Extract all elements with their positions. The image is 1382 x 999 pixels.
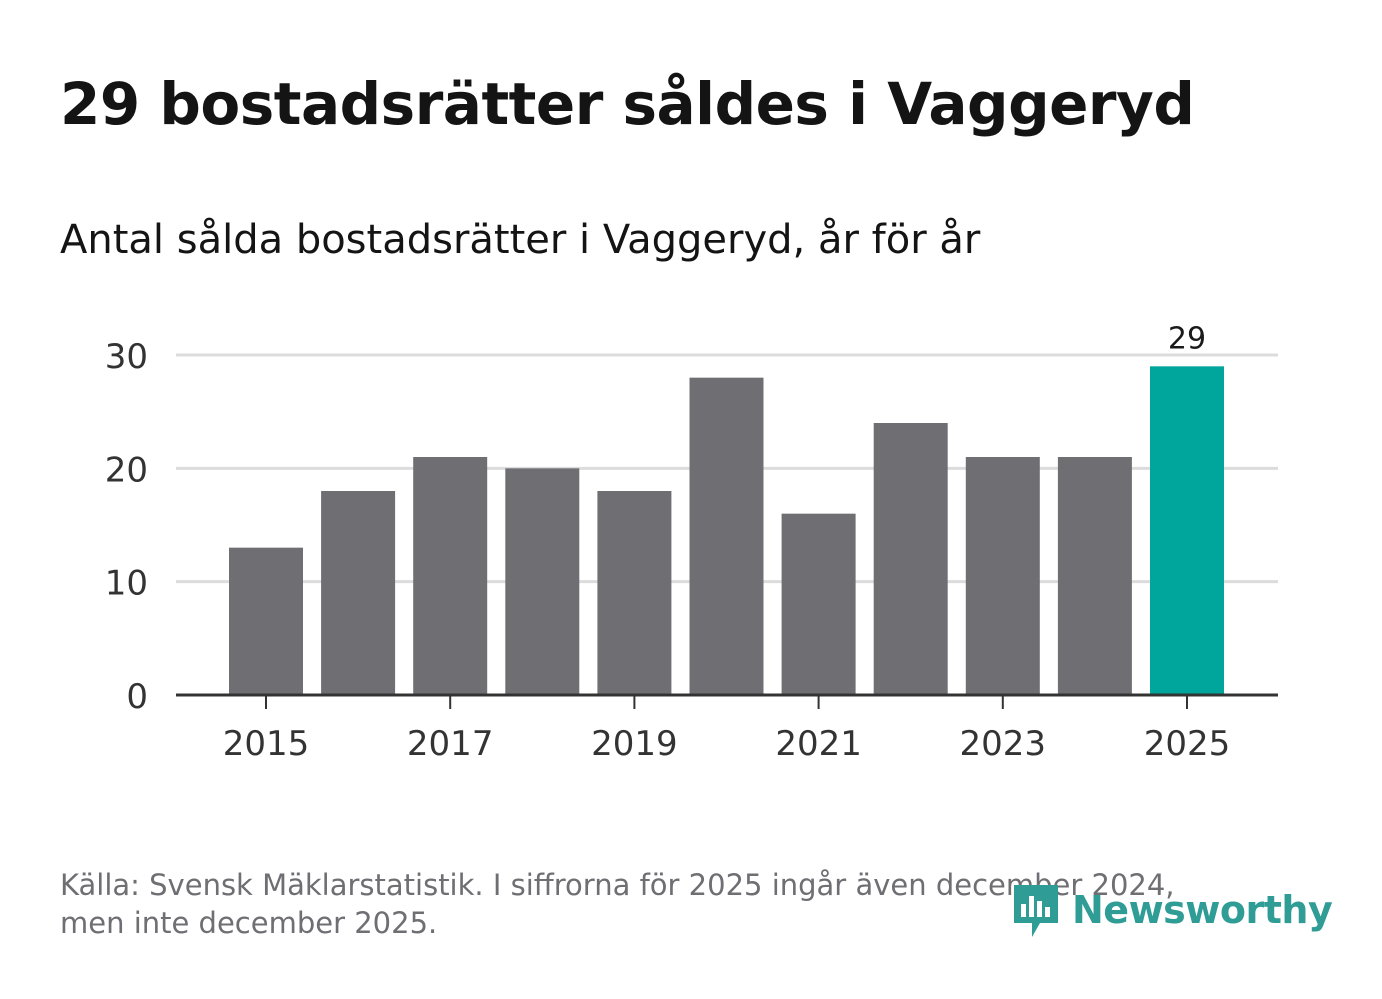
y-tick-label-10: 10: [105, 564, 148, 604]
brand-name: Newsworthy: [1072, 888, 1333, 932]
bar-2021: [781, 513, 856, 695]
x-tick-label-2019: 2019: [591, 724, 678, 764]
newsworthy-logo: Newsworthy: [1010, 878, 1333, 942]
x-tick-label-2015: 2015: [223, 724, 310, 764]
y-tick-label-0: 0: [126, 677, 148, 717]
bar-chart: 0 10 20 30 2015 2017 2019 2021 2023 2025 29: [105, 321, 1278, 764]
bar-2020: [689, 377, 764, 695]
x-tick-label-2023: 2023: [960, 724, 1047, 764]
newsworthy-bar-chart-icon: [1014, 885, 1058, 937]
bar-2024: [1057, 457, 1132, 695]
source-note: Källa: Svensk Mäklarstatistik. I siffror…: [60, 866, 1260, 942]
x-axis: [176, 693, 1278, 709]
chart-title: 29 bostadsrätter såldes i Vaggeryd: [60, 70, 1195, 138]
x-tick-label-2017: 2017: [407, 724, 494, 764]
y-tick-label-30: 30: [105, 337, 148, 377]
bar-2015: [229, 547, 303, 695]
source-line-1: Källa: Svensk Mäklarstatistik. I siffror…: [60, 868, 1175, 902]
x-tick-label-2021: 2021: [775, 724, 862, 764]
labels: 0 10 20 30 2015 2017 2019 2021 2023 2025 29: [105, 321, 1231, 764]
source-line-2: men inte december 2025.: [60, 906, 438, 940]
bar-2018: [505, 468, 580, 695]
x-tick-label-2025: 2025: [1144, 724, 1231, 764]
bars: [229, 366, 1224, 695]
bar-2019: [597, 491, 672, 695]
data-label-2025: 29: [1168, 321, 1206, 356]
bar-2022: [873, 423, 948, 695]
bar-2017: [413, 457, 488, 695]
bar-2016: [321, 491, 396, 695]
y-tick-label-20: 20: [105, 450, 148, 490]
chart-subtitle: Antal sålda bostadsrätter i Vaggeryd, år…: [60, 217, 981, 263]
bar-2025: [1150, 366, 1224, 695]
bar-2023: [965, 457, 1040, 695]
